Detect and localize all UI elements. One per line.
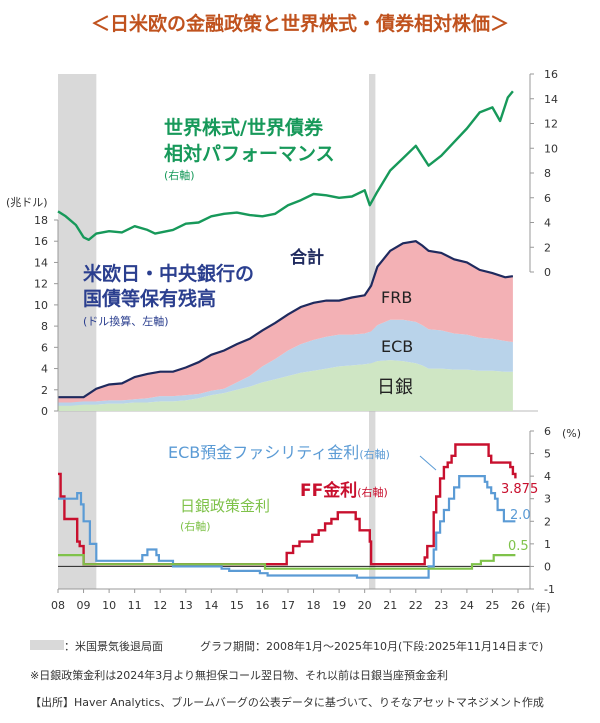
- right-tick-label: 8: [544, 167, 551, 180]
- ecb-rate-label: ECB預金ファシリティ金利(右軸): [168, 443, 390, 462]
- ecb-label: ECB: [381, 337, 413, 356]
- x-axis-unit: (年): [531, 600, 551, 614]
- rate-axis-unit: (%): [562, 427, 581, 440]
- x-tick-label: 11: [128, 599, 142, 612]
- left-tick-label: 0: [41, 405, 48, 418]
- x-tick-label: 24: [460, 599, 474, 612]
- x-tick-label: 13: [179, 599, 193, 612]
- rate-tick-label: 0: [544, 560, 551, 573]
- right-tick-label: 6: [544, 192, 551, 205]
- area-ecb: [58, 319, 513, 406]
- ff-rate-label: FF金利(右軸): [300, 480, 388, 501]
- green-line-subtitle: (右軸): [164, 168, 195, 182]
- rate-tick-label: 4: [544, 470, 551, 483]
- source: 【出所】Haver Analytics、ブルームバーグの公表データに基づいて、り…: [30, 695, 544, 709]
- x-tick-label: 23: [434, 599, 448, 612]
- left-tick-label: 16: [34, 235, 48, 248]
- x-tick-label: 20: [358, 599, 372, 612]
- right-tick-label: 4: [544, 217, 551, 230]
- green-line-title-1: 世界株式/世界債券: [164, 116, 324, 139]
- right-tick-label: 0: [544, 266, 551, 279]
- holdings-title-1: 米欧日・中央銀行の: [83, 262, 254, 285]
- x-tick-label: 18: [307, 599, 321, 612]
- left-tick-label: 2: [41, 384, 48, 397]
- right-tick-label: 16: [544, 68, 558, 81]
- footnote: ※日銀政策金利は2024年3月より無担保コール翌日物、それ以前は日銀当座預金金利: [30, 668, 448, 682]
- x-tick-label: 09: [77, 599, 91, 612]
- ff-rate-line: [58, 443, 517, 566]
- area-frb: [58, 241, 513, 403]
- graph-period: グラフ期間：2008年1月～2025年10月(下段:2025年11月14日まで): [200, 639, 543, 653]
- holdings-subtitle: (ドル換算、左軸): [83, 314, 169, 328]
- boj-rate-line: [58, 554, 516, 570]
- right-tick-label: 10: [544, 142, 558, 155]
- x-tick-label: 17: [281, 599, 295, 612]
- x-tick-label: 21: [383, 599, 397, 612]
- green-line-title-2: 相対パフォーマンス: [164, 142, 335, 165]
- left-tick-label: 14: [34, 256, 48, 269]
- ecb-rate-line: [58, 475, 516, 579]
- rate-tick-label: 3: [544, 493, 551, 506]
- x-tick-label: 15: [230, 599, 244, 612]
- left-tick-label: 6: [41, 341, 48, 354]
- recession-legend-text: ：米国景気後退局面: [64, 639, 163, 653]
- relative-performance-line: [57, 90, 514, 241]
- boj-rate-label: 日銀政策金利: [180, 497, 270, 515]
- recession-legend-swatch: [30, 640, 64, 650]
- total-holdings-line: [58, 240, 514, 399]
- left-tick-label: 8: [41, 320, 48, 333]
- ecb-label-leader: [419, 455, 437, 471]
- left-tick-label: 18: [34, 214, 48, 227]
- ecb-end-value: 2.0: [510, 508, 531, 523]
- x-tick-label: 16: [255, 599, 269, 612]
- x-tick-label: 22: [409, 599, 423, 612]
- page-title: ＜日米欧の金融政策と世界株式・債券相対株価＞: [91, 12, 509, 35]
- lines: [57, 90, 517, 579]
- x-tick-label: 10: [102, 599, 116, 612]
- boj-end-value: 0.5: [508, 539, 529, 554]
- frb-label: FRB: [381, 288, 412, 307]
- holdings-areas: [58, 241, 513, 411]
- right-tick-label: 12: [544, 118, 558, 131]
- rate-tick-label: 2: [544, 515, 551, 528]
- x-tick-label: 08: [51, 599, 65, 612]
- left-tick-label: 10: [34, 299, 48, 312]
- total-label: 合計: [290, 247, 324, 268]
- boj-rate-axis-note: (右軸): [180, 519, 211, 533]
- x-tick-label: 26: [511, 599, 525, 612]
- x-tick-label: 25: [485, 599, 499, 612]
- holdings-title-2: 国債等保有残高: [83, 287, 216, 310]
- rate-tick-label: 6: [544, 425, 551, 438]
- rate-tick-label: 5: [544, 448, 551, 461]
- ff-end-value: 3.875: [501, 482, 538, 497]
- rate-tick-label: 1: [544, 538, 551, 551]
- left-axis-unit: (兆ドル): [6, 196, 48, 209]
- area-boj: [58, 360, 513, 411]
- rate-tick-label: -1: [544, 583, 555, 596]
- right-tick-label: 14: [544, 93, 558, 106]
- x-tick-label: 12: [153, 599, 167, 612]
- left-tick-label: 12: [34, 278, 48, 291]
- right-tick-label: 2: [544, 241, 551, 254]
- grid: [58, 410, 538, 567]
- x-tick-label: 14: [204, 599, 218, 612]
- x-tick-label: 19: [332, 599, 346, 612]
- boj-label: 日銀: [377, 377, 413, 398]
- left-tick-label: 4: [41, 363, 48, 376]
